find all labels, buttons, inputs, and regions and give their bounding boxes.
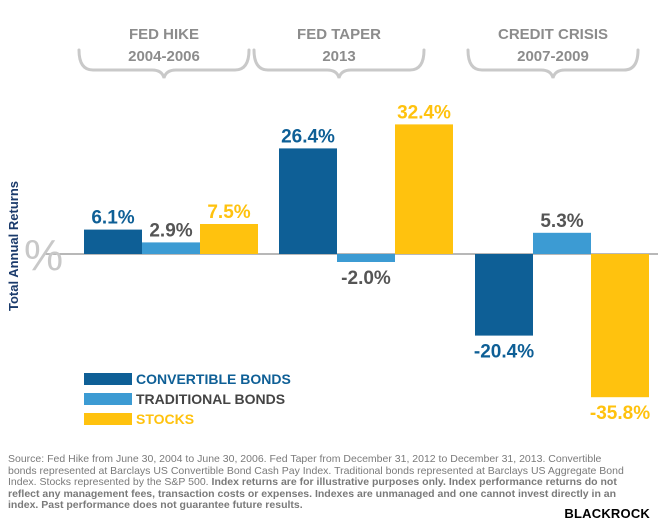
bar-2-2 bbox=[337, 254, 395, 262]
bar-2-3 bbox=[533, 232, 591, 254]
legend: CONVERTIBLE BONDS TRADITIONAL BONDS STOCKS bbox=[84, 371, 291, 427]
period-brace-1 bbox=[77, 48, 251, 79]
data-label-2-1: 2.9% bbox=[149, 220, 192, 241]
bar-1-2 bbox=[279, 148, 337, 254]
footnote-text: Source: Fed Hike from June 30, 2004 to J… bbox=[8, 453, 624, 489]
data-label-2-3: 5.3% bbox=[540, 211, 583, 232]
legend-swatch-1 bbox=[84, 373, 132, 385]
source-footnote: Source: Fed Hike from June 30, 2004 to J… bbox=[8, 453, 628, 512]
brand-logo: BLACKROCK bbox=[564, 506, 650, 521]
percent-sign: % bbox=[24, 231, 63, 280]
data-label-3-3: -35.8% bbox=[590, 403, 650, 424]
y-axis-label: Total Annual Returns bbox=[6, 181, 21, 311]
period-subtitle-1: 2004-2006 bbox=[128, 48, 200, 65]
legend-swatch-2 bbox=[84, 393, 132, 405]
data-label-3-2: 32.4% bbox=[397, 102, 451, 123]
data-label-3-1: 7.5% bbox=[207, 202, 250, 223]
period-titles: FED HIKE 2004-2006 FED TAPER 2013 CREDIT CRI… bbox=[128, 26, 608, 65]
data-label-1-3: -20.4% bbox=[474, 342, 534, 363]
chart: FED HIKE 2004-2006 FED TAPER 2013 CREDIT CRI… bbox=[6, 26, 658, 427]
data-label-2-2: -2.0% bbox=[341, 268, 391, 289]
footnote-disclaimer: Index returns are for illustrative purpo… bbox=[8, 476, 617, 512]
period-subtitle-3: 2007-2009 bbox=[517, 48, 589, 65]
bar-1-3 bbox=[475, 254, 533, 336]
period-brace-3 bbox=[466, 48, 640, 79]
bar-3-1 bbox=[200, 224, 258, 254]
bar-3-3 bbox=[591, 254, 649, 398]
period-brace-2 bbox=[252, 48, 426, 79]
legend-swatch-3 bbox=[84, 413, 132, 425]
legend-label-1: CONVERTIBLE BONDS bbox=[136, 371, 291, 387]
data-label-1-1: 6.1% bbox=[91, 208, 134, 229]
legend-label-3: STOCKS bbox=[136, 411, 194, 427]
data-labels: 6.1% 26.4% -20.4% 2.9% -2.0% 5.3% 7.5% 32.4% -35… bbox=[91, 102, 650, 424]
period-subtitle-2: 2013 bbox=[322, 48, 355, 65]
bar-2-1 bbox=[142, 242, 200, 254]
period-braces bbox=[77, 48, 640, 79]
period-title-3: CREDIT CRISIS bbox=[498, 26, 608, 43]
bar-1-1 bbox=[84, 229, 142, 254]
bars bbox=[84, 124, 649, 398]
legend-label-2: TRADITIONAL BONDS bbox=[136, 391, 285, 407]
period-title-1: FED HIKE bbox=[129, 26, 199, 43]
bar-3-2 bbox=[395, 124, 453, 255]
period-title-2: FED TAPER bbox=[297, 26, 381, 43]
data-label-1-2: 26.4% bbox=[281, 126, 335, 147]
